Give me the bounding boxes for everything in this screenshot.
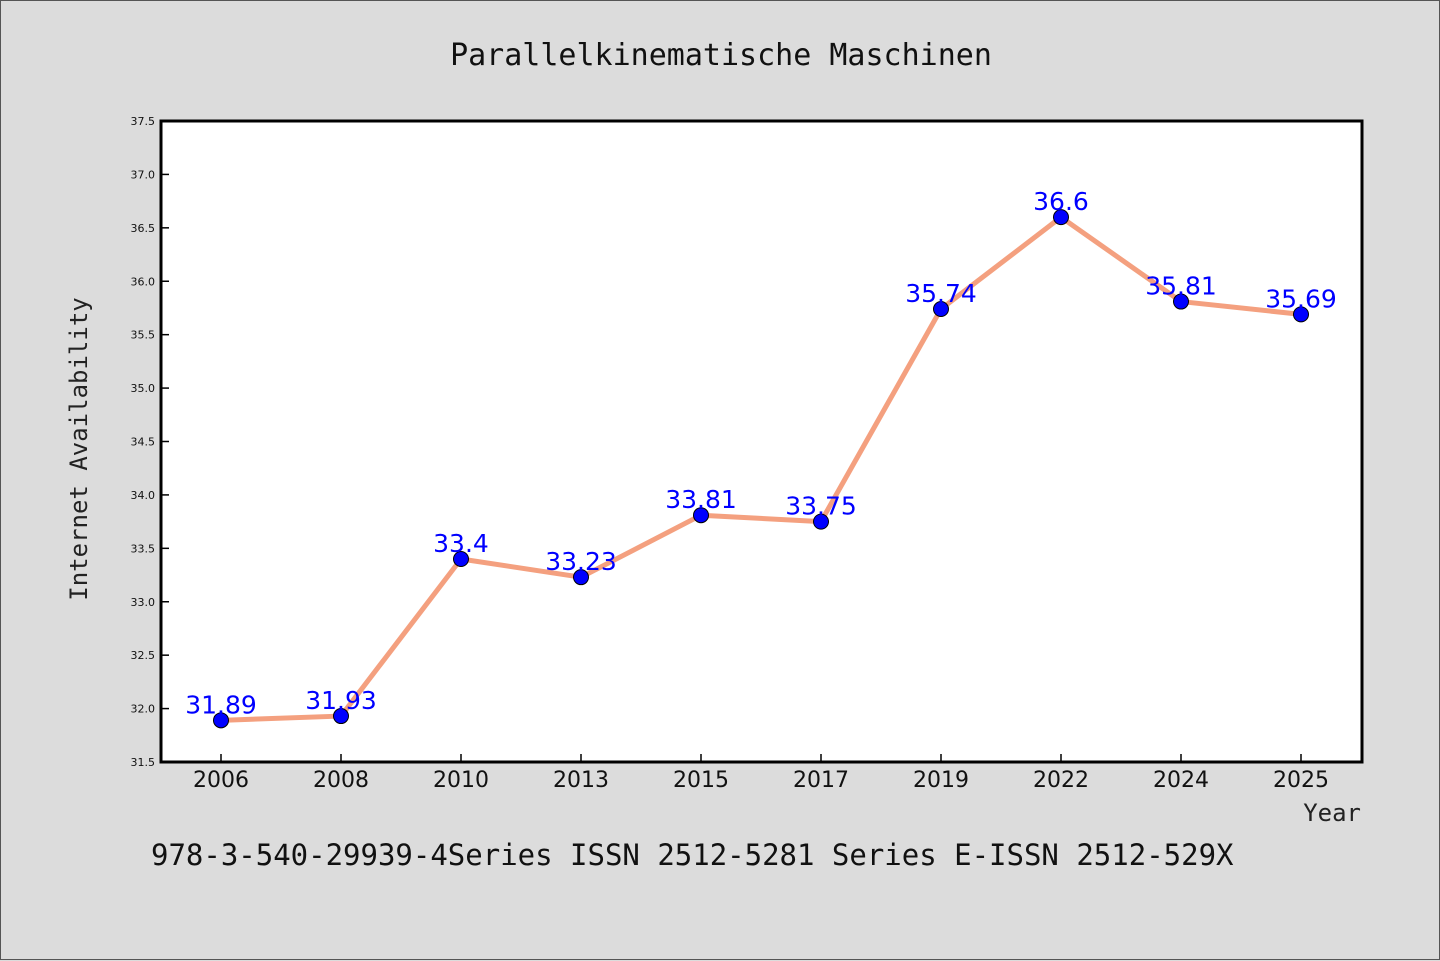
y-tick-label: 34.0 [131, 489, 156, 502]
x-tick-label: 2022 [1033, 768, 1089, 793]
data-label: 36.6 [1033, 187, 1089, 216]
x-tick-label: 2006 [193, 768, 249, 793]
data-label: 33.23 [545, 547, 617, 576]
y-tick-label: 36.0 [131, 275, 156, 288]
data-point-marker [333, 708, 349, 725]
y-tick-label: 33.5 [131, 542, 156, 555]
data-point-marker [933, 301, 949, 318]
y-tick-label: 36.5 [131, 222, 156, 235]
y-axis: 31.5 32.0 32.5 33.0 33.5 34.0 34.5 35.0 35.5 36.0… [131, 115, 169, 769]
data-label: 33.75 [785, 492, 857, 521]
data-label: 35.74 [905, 279, 977, 308]
y-tick-label: 35.0 [131, 382, 156, 395]
y-tick-label: 31.5 [131, 756, 156, 769]
data-label: 31.93 [305, 686, 377, 715]
y-tick-label: 32.5 [131, 649, 156, 662]
x-axis: 2006 2008 2010 2013 2015 2017 2019 2022 2024 2025 [193, 754, 1329, 793]
data-point-marker [813, 513, 829, 530]
data-label: 35.81 [1145, 272, 1217, 301]
x-tick-label: 2019 [913, 768, 969, 793]
data-point-marker [453, 551, 469, 568]
data-point-marker [213, 712, 229, 729]
data-point-marker [1293, 306, 1309, 323]
data-label: 35.69 [1265, 284, 1337, 313]
x-axis-label: Year [1303, 799, 1361, 827]
series-line [220, 214, 1302, 723]
data-label: 31.89 [185, 690, 257, 719]
data-point-marker [1053, 209, 1069, 226]
footer-isbn-text: 978-3-540-29939-4Series ISSN 2512-5281 S… [151, 838, 1234, 872]
x-tick-label: 2013 [553, 768, 609, 793]
x-tick-label: 2008 [313, 768, 369, 793]
x-tick-label: 2010 [433, 768, 489, 793]
plot-area [159, 119, 1364, 764]
y-tick-label: 37.0 [131, 168, 156, 181]
data-label: 33.4 [433, 529, 489, 558]
y-tick-label: 33.0 [131, 596, 156, 609]
y-axis-label: Internet Availability [65, 297, 93, 600]
x-tick-label: 2025 [1273, 768, 1329, 793]
data-point-marker [573, 569, 589, 586]
x-tick-label: 2017 [793, 768, 849, 793]
x-tick-label: 2024 [1153, 768, 1209, 793]
y-tick-label: 37.5 [131, 115, 156, 128]
x-tick-label: 2015 [673, 768, 729, 793]
data-point-marker [1173, 293, 1189, 310]
data-label: 33.81 [665, 485, 737, 514]
series-line-group [213, 209, 1309, 729]
data-label-group: 31.89 31.93 33.4 33.23 33.81 33.75 35.74 36.6 35… [185, 187, 1337, 719]
data-point-marker [693, 507, 709, 524]
chart-title: Parallelkinematische Maschinen [450, 38, 992, 73]
y-tick-label: 34.5 [131, 436, 156, 449]
y-tick-label: 32.0 [131, 703, 156, 716]
y-tick-label: 35.5 [131, 329, 156, 342]
